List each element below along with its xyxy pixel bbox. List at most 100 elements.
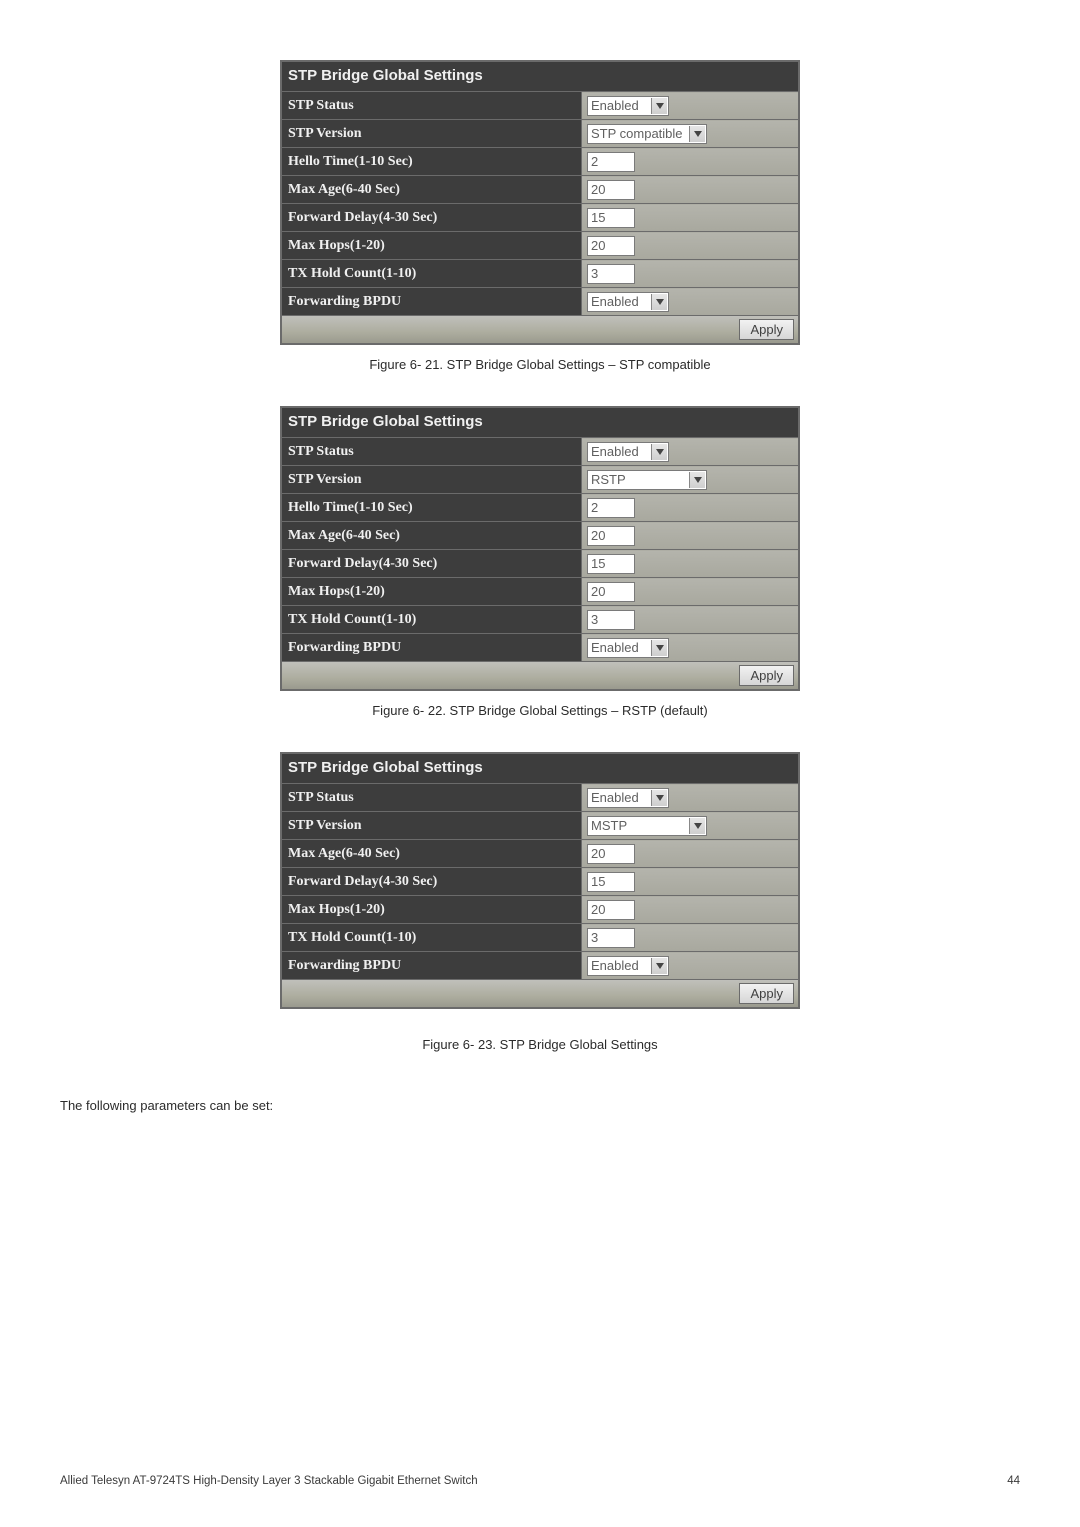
button-row: Apply (281, 662, 799, 690)
chevron-down-icon (651, 98, 667, 114)
row-value: 15 (582, 204, 799, 232)
row-value: Enabled (582, 634, 799, 662)
row-label: Forwarding BPDU (282, 952, 582, 980)
figure-caption: Figure 6- 22. STP Bridge Global Settings… (60, 703, 1020, 718)
panel-title: STP Bridge Global Settings (282, 754, 799, 784)
hello-time-input[interactable]: 2 (587, 498, 635, 518)
row-label: Max Age(6-40 Sec) (282, 176, 582, 204)
tx-hold-count-input[interactable]: 3 (587, 264, 635, 284)
row-value: 2 (582, 494, 799, 522)
max-age-input[interactable]: 20 (587, 526, 635, 546)
row-value: 20 (582, 840, 799, 868)
forward-delay-input[interactable]: 15 (587, 554, 635, 574)
row-label: Forward Delay(4-30 Sec) (282, 204, 582, 232)
max-hops-input[interactable]: 20 (587, 900, 635, 920)
figure-caption: Figure 6- 23. STP Bridge Global Settings (60, 1037, 1020, 1052)
row-label: Max Hops(1-20) (282, 578, 582, 606)
chevron-down-icon (651, 294, 667, 310)
row-label: Forward Delay(4-30 Sec) (282, 868, 582, 896)
button-row: Apply (281, 980, 799, 1008)
footer-left: Allied Telesyn AT-9724TS High-Density La… (60, 1475, 478, 1487)
row-label: Hello Time(1-10 Sec) (282, 494, 582, 522)
row-value: Enabled (582, 952, 799, 980)
forwarding-bpdu-select[interactable]: Enabled (587, 292, 669, 312)
row-label: STP Version (282, 120, 582, 148)
row-label: STP Version (282, 812, 582, 840)
row-value: 15 (582, 868, 799, 896)
row-value: 15 (582, 550, 799, 578)
row-value: 3 (582, 606, 799, 634)
chevron-down-icon (689, 818, 705, 834)
stp-version-select[interactable]: STP compatible (587, 124, 707, 144)
stp-settings-panel: STP Bridge Global Settings STP Status En… (280, 752, 800, 1009)
figure-caption: Figure 6- 21. STP Bridge Global Settings… (60, 357, 1020, 372)
hello-time-input[interactable]: 2 (587, 152, 635, 172)
forward-delay-input[interactable]: 15 (587, 208, 635, 228)
stp-version-select[interactable]: MSTP (587, 816, 707, 836)
chevron-down-icon (689, 472, 705, 488)
button-row: Apply (281, 316, 799, 344)
settings-table: STP Bridge Global Settings STP Status En… (281, 61, 799, 316)
panel-title: STP Bridge Global Settings (282, 408, 799, 438)
row-label: STP Status (282, 92, 582, 120)
row-label: STP Status (282, 438, 582, 466)
max-hops-input[interactable]: 20 (587, 236, 635, 256)
row-label: Max Hops(1-20) (282, 232, 582, 260)
tx-hold-count-input[interactable]: 3 (587, 610, 635, 630)
row-value: MSTP (582, 812, 799, 840)
tx-hold-count-input[interactable]: 3 (587, 928, 635, 948)
row-label: Forward Delay(4-30 Sec) (282, 550, 582, 578)
row-value: STP compatible (582, 120, 799, 148)
forward-delay-input[interactable]: 15 (587, 872, 635, 892)
stp-version-select[interactable]: RSTP (587, 470, 707, 490)
chevron-down-icon (651, 958, 667, 974)
row-value: 20 (582, 578, 799, 606)
forwarding-bpdu-select[interactable]: Enabled (587, 956, 669, 976)
row-value: 20 (582, 232, 799, 260)
apply-button[interactable]: Apply (739, 665, 794, 686)
stp-status-select[interactable]: Enabled (587, 442, 669, 462)
row-label: Hello Time(1-10 Sec) (282, 148, 582, 176)
row-label: TX Hold Count(1-10) (282, 260, 582, 288)
apply-button[interactable]: Apply (739, 319, 794, 340)
max-age-input[interactable]: 20 (587, 180, 635, 200)
apply-button[interactable]: Apply (739, 983, 794, 1004)
row-value: Enabled (582, 288, 799, 316)
row-label: STP Version (282, 466, 582, 494)
chevron-down-icon (651, 444, 667, 460)
body-paragraph: The following parameters can be set: (60, 1098, 1020, 1113)
document-page: STP Bridge Global Settings STP Status En… (0, 0, 1080, 1113)
row-label: Forwarding BPDU (282, 634, 582, 662)
max-hops-input[interactable]: 20 (587, 582, 635, 602)
row-value: Enabled (582, 92, 799, 120)
chevron-down-icon (651, 640, 667, 656)
chevron-down-icon (651, 790, 667, 806)
stp-settings-panel: STP Bridge Global Settings STP Status En… (280, 60, 800, 345)
row-label: Max Age(6-40 Sec) (282, 522, 582, 550)
row-value: 3 (582, 260, 799, 288)
row-label: Max Age(6-40 Sec) (282, 840, 582, 868)
panel-title: STP Bridge Global Settings (282, 62, 799, 92)
footer-page-number: 44 (1007, 1475, 1020, 1487)
row-value: 2 (582, 148, 799, 176)
forwarding-bpdu-select[interactable]: Enabled (587, 638, 669, 658)
row-label: Max Hops(1-20) (282, 896, 582, 924)
settings-table: STP Bridge Global Settings STP Status En… (281, 753, 799, 980)
row-label: STP Status (282, 784, 582, 812)
row-value: RSTP (582, 466, 799, 494)
row-value: 20 (582, 896, 799, 924)
chevron-down-icon (689, 126, 705, 142)
page-footer: Allied Telesyn AT-9724TS High-Density La… (60, 1475, 1020, 1487)
stp-status-select[interactable]: Enabled (587, 788, 669, 808)
row-value: Enabled (582, 784, 799, 812)
max-age-input[interactable]: 20 (587, 844, 635, 864)
stp-settings-panel: STP Bridge Global Settings STP Status En… (280, 406, 800, 691)
row-value: 3 (582, 924, 799, 952)
settings-table: STP Bridge Global Settings STP Status En… (281, 407, 799, 662)
row-value: 20 (582, 176, 799, 204)
stp-status-select[interactable]: Enabled (587, 96, 669, 116)
row-label: TX Hold Count(1-10) (282, 606, 582, 634)
row-value: Enabled (582, 438, 799, 466)
row-value: 20 (582, 522, 799, 550)
row-label: TX Hold Count(1-10) (282, 924, 582, 952)
